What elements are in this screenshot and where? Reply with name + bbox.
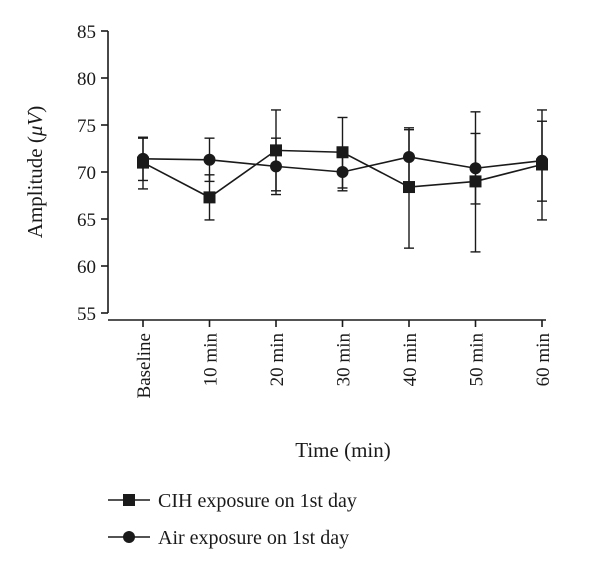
series-air [137, 109, 548, 221]
y-tick-label: 80 [77, 69, 96, 90]
x-tick-label: 20 min [267, 333, 288, 387]
y-tick-label: 55 [77, 304, 96, 325]
series-layer [137, 109, 548, 253]
data-point-circle [469, 162, 482, 175]
data-point-circle [403, 150, 415, 163]
y-axis-title-close: ) [23, 106, 47, 113]
x-axis: Baseline 10 min 20 min 30 min 40 min 50 min 60… [108, 319, 554, 398]
y-axis-title: Amplitude (μV) [23, 106, 47, 238]
x-axis-title: Time (min) [295, 438, 390, 462]
y-tick-label: 85 [77, 22, 96, 43]
legend-item-air: Air exposure on 1st day [108, 527, 349, 549]
y-axis-title-unit: μV [23, 111, 47, 138]
data-point-circle [203, 153, 216, 166]
y-tick-label: 75 [77, 116, 96, 137]
legend-circle-marker [123, 531, 135, 543]
data-point-circle [536, 154, 548, 167]
data-point-square [203, 191, 216, 204]
y-tick-label: 70 [77, 163, 96, 184]
legend-square-marker [123, 494, 135, 506]
y-axis: 55 60 65 70 75 80 85 [77, 22, 109, 325]
legend-label-cih: CIH exposure on 1st day [158, 490, 357, 512]
data-point-circle [137, 152, 149, 165]
y-tick-label: 60 [77, 257, 96, 278]
x-tick-label: Baseline [134, 333, 155, 398]
y-axis-title-main: Amplitude ( [23, 136, 47, 238]
x-tick-label: 60 min [533, 333, 554, 387]
legend: CIH exposure on 1st day Air exposure on … [108, 490, 357, 549]
x-tick-label: 50 min [467, 333, 488, 387]
data-point-circle [270, 160, 282, 173]
x-tick-label: 30 min [334, 333, 355, 387]
y-tick-label: 65 [77, 210, 96, 231]
x-tick-label: 10 min [201, 333, 222, 387]
data-point-square [336, 146, 349, 159]
legend-item-cih: CIH exposure on 1st day [108, 490, 357, 512]
legend-label-air: Air exposure on 1st day [158, 527, 349, 549]
data-point-circle [336, 166, 349, 178]
x-tick-label: 40 min [400, 333, 421, 387]
